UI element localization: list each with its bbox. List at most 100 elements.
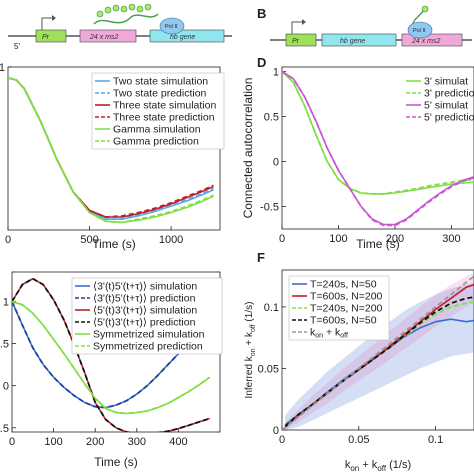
legend-box [91, 72, 225, 150]
x-tick-label: 1000 [159, 234, 183, 246]
series-line [12, 301, 211, 409]
x-tick-label: 0.05 [348, 434, 369, 446]
tss-arrow-b [291, 21, 302, 34]
plot-area-e [12, 277, 211, 432]
legend-entry: T=600s, N=200 [310, 291, 383, 303]
series-line [12, 277, 210, 432]
y-tick-label: 0.5 [264, 112, 279, 124]
axes-box-f [281, 269, 474, 431]
legend-entry: T=600s, N=50 [310, 315, 377, 327]
x-tick-label: 0.1 [428, 434, 443, 446]
five-prime-label: 5' [14, 42, 20, 51]
pol-ii-label-b: Pol II [413, 28, 426, 34]
plot-area-d [282, 70, 474, 227]
y-tick-label: 0 [273, 425, 279, 437]
pol-ii-blob-a [159, 17, 185, 35]
legend-entry: ⟨3'(t)5'(t+τ)⟩ simulation [93, 281, 197, 293]
panel-a-schematic: 5' Pr 24 x ms2 hb gene Pol II [8, 3, 232, 51]
x-tick-label: 500 [80, 234, 98, 246]
y-axis-label: Connected autocorrelation [241, 78, 255, 219]
legend-entry: ⟨5'(t)3'(t+τ)⟩ prediction [93, 317, 196, 329]
y-tick-label: -0.5 [260, 202, 279, 214]
x-axis-label: kon + koff (1/s) [345, 459, 411, 473]
legend-box [71, 277, 223, 355]
ms2-label-a: 24 x ms2 [89, 34, 119, 41]
panel-label-f: F [257, 250, 265, 265]
y-tick-label: 0.1 [264, 302, 279, 314]
x-tick-label: 300 [128, 436, 146, 448]
series-line [282, 275, 474, 430]
hb-gene-box-b [321, 33, 397, 47]
legend-entry: 3' prediction [424, 88, 474, 100]
y-tick-label: 0.5 [0, 339, 9, 351]
promoter-box-a [35, 29, 67, 43]
y-axis-label: Inferred kon + koff (1/s) [244, 302, 257, 399]
ms2-label-b: 24 x ms2 [411, 38, 441, 45]
x-tick-label: 400 [169, 436, 187, 448]
y-tick-label: -0.5 [0, 423, 9, 435]
y-tick-label: 1 [273, 67, 279, 79]
plot-area-c [8, 77, 214, 224]
legend-entry: Gamma prediction [113, 136, 199, 148]
plot-area-f [282, 272, 474, 430]
legend-entry: Gamma simulation [113, 124, 201, 136]
legend-entry: 5' simulat [424, 100, 468, 112]
x-axis-label: Time (s) [94, 455, 138, 469]
x-tick-label: 300 [442, 233, 460, 245]
legend-entry: Symmetrized prediction [93, 341, 203, 353]
legend-entry: ⟨3'(t)5'(t+τ)⟩ prediction [93, 293, 196, 305]
x-tick-label: 0 [279, 233, 285, 245]
chart-d: 0 100 200 300 -0.5 0 0.5 1 Time (s) Connected aut… [241, 66, 474, 251]
ms2-loop-b [421, 5, 429, 13]
mrna-strand-a [93, 13, 159, 25]
panel-b-schematic: B Pr hb gene 24 x ms2 Pol II [257, 5, 472, 47]
tss-arrow-a [41, 17, 52, 30]
pol-ii-blob-b [407, 21, 433, 39]
legend-e: ⟨3'(t)5'(t+τ)⟩ simulation⟨3'(t)5'(t+τ)⟩ … [71, 277, 223, 355]
x-tick-label: 200 [86, 436, 104, 448]
series-line [284, 296, 474, 427]
panel-label-b: B [257, 6, 266, 21]
axes-box-d [281, 66, 474, 230]
y-tick-label: 0 [3, 381, 9, 393]
series-line [8, 77, 214, 224]
hb-gene-label-b: hb gene [340, 38, 365, 45]
promoter-label-b: Pr [292, 38, 300, 45]
chart-f: 0 0.05 0.1 0 0.05 0.1 kon + koff (1/s) Inferred… [244, 269, 474, 473]
promoter-label-a: Pr [42, 34, 50, 41]
x-tick-label: 0 [279, 434, 285, 446]
legend-entry: Two state prediction [113, 88, 207, 100]
legend-entry: Two state simulation [113, 76, 208, 88]
tss-arrowhead-a [52, 15, 56, 21]
legend-entry: ⟨5'(t)3'(t+τ)⟩ simulation [93, 305, 197, 317]
series-line [282, 70, 474, 227]
ms2-box-a [79, 29, 137, 43]
y-tick-label: 0.05 [258, 363, 279, 375]
series-line [12, 300, 211, 415]
x-tick-label: 0 [5, 234, 11, 246]
legend-entry: 5' predictio [424, 112, 474, 124]
legend-entry: Symmetrized simulation [93, 329, 205, 341]
tss-arrowhead-b [302, 19, 306, 25]
pol-ii-label-a: Pol II [165, 24, 178, 30]
x-tick-label: 0 [9, 436, 15, 448]
x-tick-label: 100 [44, 436, 62, 448]
legend-entry: T=240s, N=200 [310, 303, 383, 315]
legend-entry: T=240s, N=50 [310, 279, 377, 291]
ms2-loops-a [96, 3, 152, 18]
chart-c: 0 500 1000 1 Time (s) Two state simulationTwo… [0, 62, 225, 251]
legend-entry: kon + koff [310, 327, 348, 340]
legend-entry: Three state prediction [113, 112, 215, 124]
series-line [282, 70, 474, 195]
y-tick-label: 0 [273, 157, 279, 169]
x-axis-label: Time (s) [356, 237, 400, 251]
hb-gene-label-a: hb gene [170, 34, 195, 41]
y-tick-label: 1 [3, 296, 9, 308]
promoter-box-b [285, 33, 317, 47]
